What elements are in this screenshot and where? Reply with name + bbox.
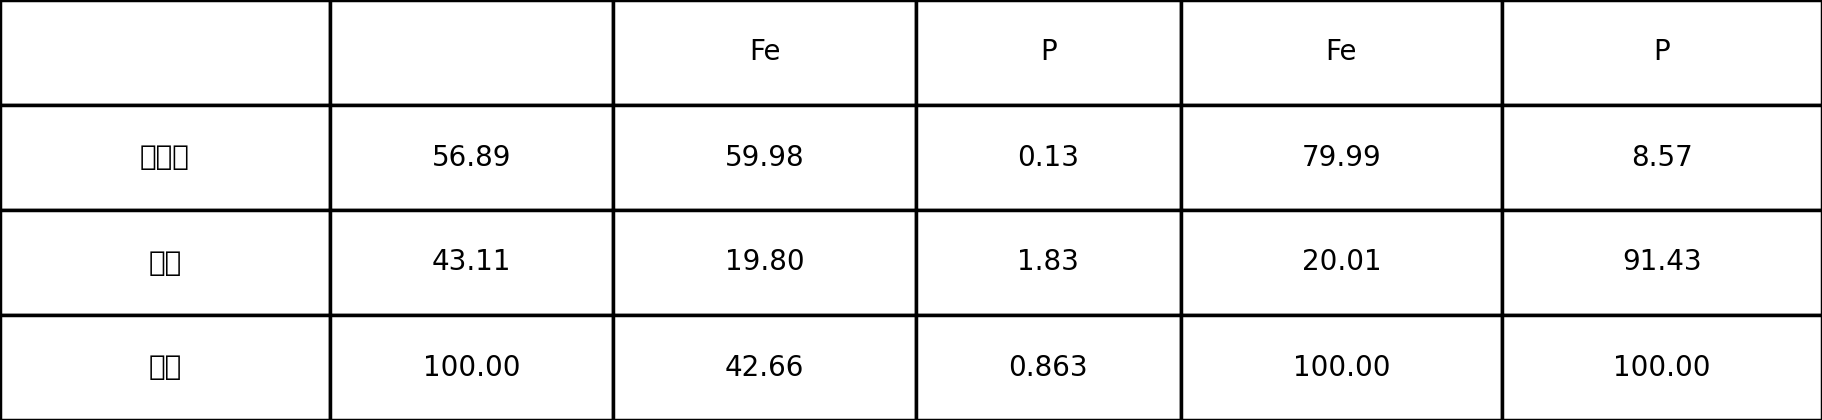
Bar: [330, 0, 614, 105]
Bar: [0, 0, 330, 105]
Bar: [0, 315, 330, 420]
Bar: [0, 105, 330, 210]
Bar: [0, 210, 330, 315]
Text: P: P: [1040, 39, 1057, 66]
Text: 19.80: 19.80: [725, 249, 804, 276]
Text: 79.99: 79.99: [1301, 144, 1381, 171]
Bar: [1181, 0, 1501, 105]
Text: 42.66: 42.66: [725, 354, 804, 381]
Text: 尾矿: 尾矿: [148, 249, 182, 276]
Bar: [916, 0, 1181, 105]
Bar: [1181, 315, 1501, 420]
Text: 56.89: 56.89: [432, 144, 512, 171]
Text: 合计: 合计: [148, 354, 182, 381]
Text: 43.11: 43.11: [432, 249, 512, 276]
Text: P: P: [1653, 39, 1671, 66]
Bar: [916, 210, 1181, 315]
Bar: [1501, 105, 1822, 210]
Bar: [614, 105, 916, 210]
Text: Fe: Fe: [749, 39, 780, 66]
Bar: [330, 210, 614, 315]
Bar: [1501, 210, 1822, 315]
Bar: [916, 315, 1181, 420]
Bar: [1501, 315, 1822, 420]
Text: 0.13: 0.13: [1017, 144, 1079, 171]
Text: Fe: Fe: [1326, 39, 1357, 66]
Bar: [614, 0, 916, 105]
Text: 0.863: 0.863: [1009, 354, 1088, 381]
Text: 100.00: 100.00: [1292, 354, 1390, 381]
Bar: [330, 105, 614, 210]
Bar: [1501, 0, 1822, 105]
Text: 8.57: 8.57: [1631, 144, 1693, 171]
Text: 20.01: 20.01: [1301, 249, 1381, 276]
Text: 铁精矿: 铁精矿: [140, 144, 189, 171]
Text: 59.98: 59.98: [725, 144, 804, 171]
Text: 1.83: 1.83: [1017, 249, 1079, 276]
Text: 91.43: 91.43: [1622, 249, 1702, 276]
Bar: [1181, 105, 1501, 210]
Bar: [614, 210, 916, 315]
Text: 100.00: 100.00: [1612, 354, 1711, 381]
Bar: [1181, 210, 1501, 315]
Bar: [614, 315, 916, 420]
Bar: [916, 105, 1181, 210]
Text: 100.00: 100.00: [423, 354, 521, 381]
Bar: [330, 315, 614, 420]
